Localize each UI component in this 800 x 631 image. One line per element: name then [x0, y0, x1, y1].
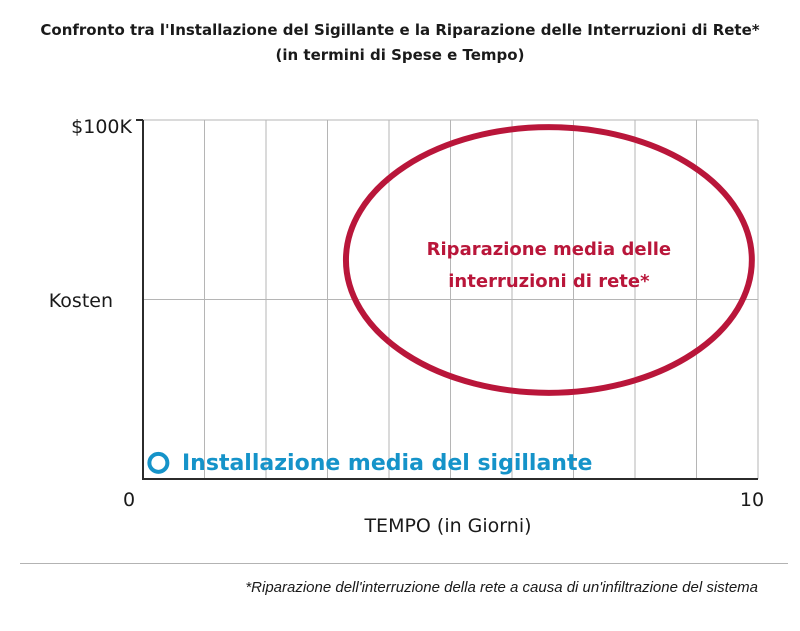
chart-area: $100K Kosten 0 10 TEMPO (in Giorni) Ripa…: [49, 116, 764, 537]
sealant-install-label: Installazione media del sigillante: [182, 451, 592, 476]
footnote-divider: [20, 563, 788, 564]
x-axis-label: TEMPO (in Giorni): [363, 515, 531, 537]
y-tick-label-top: $100K: [71, 116, 132, 138]
axes: [136, 119, 758, 480]
network-repair-label-line-2: interruzioni di rete*: [448, 271, 650, 292]
network-repair-ellipse: [342, 124, 755, 396]
y-axis-label: Kosten: [49, 290, 113, 312]
chart-subtitle: (in termini di Spese e Tempo): [275, 46, 525, 64]
network-repair-annotation: Riparazione media delle interruzioni di …: [342, 124, 755, 396]
sealant-install-annotation: Installazione media del sigillante: [147, 451, 592, 476]
x-tick-label-end: 10: [740, 489, 764, 511]
sealant-install-point: [147, 451, 170, 474]
x-tick-label-start: 0: [123, 489, 135, 511]
chart-title: Confronto tra l'Installazione del Sigill…: [40, 21, 760, 39]
network-repair-label-line-1: Riparazione media delle: [427, 239, 671, 260]
footnote: *Riparazione dell'interruzione della ret…: [245, 579, 758, 596]
grid-lines: [143, 119, 759, 479]
